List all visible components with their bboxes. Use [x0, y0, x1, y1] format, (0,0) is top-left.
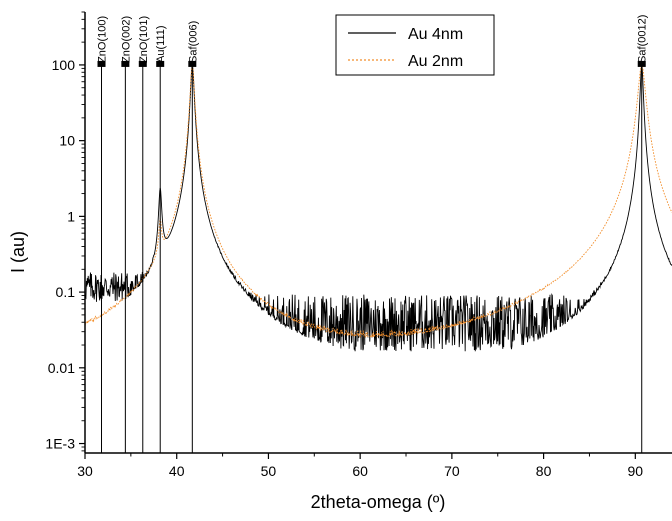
- legend-label-au-2nm: Au 2nm: [408, 53, 463, 70]
- reference-label-au-111: Au(111): [155, 25, 167, 63]
- x-tick-label-90: 90: [628, 463, 644, 479]
- series-line-au-4nm: [85, 64, 672, 352]
- reference-marker-au-111: [156, 60, 165, 67]
- y-tick-label-0.1: 0.1: [56, 284, 76, 300]
- reference-label-zno-100: ZnO(100): [97, 16, 109, 63]
- reference-lines: ZnO(100) ZnO(002) ZnO(101) Au(111) Saf(006) S…: [97, 15, 649, 453]
- legend-box: [335, 14, 495, 76]
- axes: [79, 11, 672, 459]
- reference-label-zno-002: ZnO(002): [120, 16, 132, 63]
- y-tick-label-1E-3: 1E-3: [45, 436, 75, 452]
- reference-label-saf-0012: Saf(0012): [637, 15, 649, 63]
- series-layer: [85, 64, 672, 352]
- reference-marker-zno-002: [121, 60, 130, 67]
- y-tick-label-1: 1: [67, 208, 75, 224]
- reference-marker-zno-100: [97, 60, 106, 67]
- y-tick-label-10: 10: [59, 133, 75, 149]
- reference-label-saf-006: Saf(006): [187, 21, 199, 63]
- x-tick-label-30: 30: [77, 463, 93, 479]
- x-tick-label-60: 60: [352, 463, 368, 479]
- y-axis-title: I (au): [8, 231, 28, 273]
- x-tick-label-50: 50: [261, 463, 277, 479]
- reference-marker-saf-006: [188, 60, 197, 67]
- legend: Au 4nm Au 2nm: [335, 14, 495, 76]
- x-axis-title: 2theta-omega (º): [311, 492, 446, 512]
- reference-marker-saf-0012: [637, 60, 646, 67]
- x-tick-label-80: 80: [536, 463, 552, 479]
- x-tick-label-70: 70: [444, 463, 460, 479]
- y-tick-label-100: 100: [52, 57, 76, 73]
- legend-label-au-4nm: Au 4nm: [408, 26, 463, 43]
- reference-label-zno-101: ZnO(101): [138, 16, 150, 63]
- reference-marker-zno-101: [138, 60, 147, 67]
- tick-labels: 30 40 50 60 70 80 90 1E-3 0.01 0.1 1 10 100: [45, 57, 643, 479]
- x-tick-label-40: 40: [169, 463, 185, 479]
- series-line-au-2nm: [85, 64, 672, 339]
- y-tick-label-0.01: 0.01: [48, 360, 75, 376]
